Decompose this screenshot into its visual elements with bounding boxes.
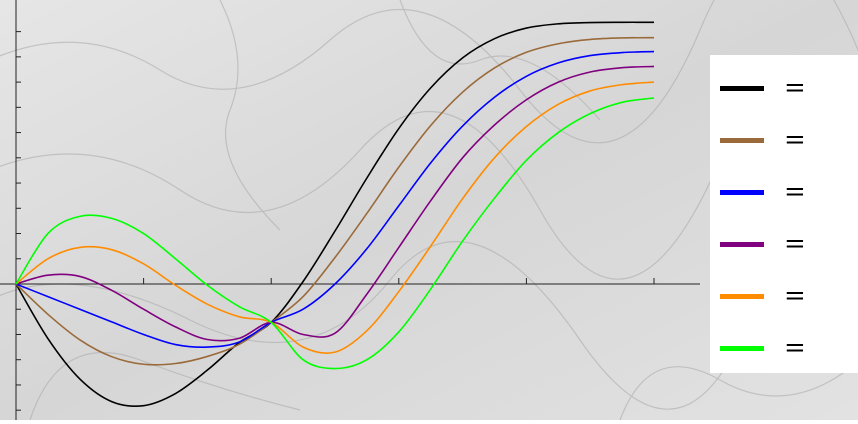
legend-item-1: = xyxy=(710,73,858,103)
legend-equals-sign: = xyxy=(784,281,806,311)
legend-item-3: = xyxy=(710,177,858,207)
legend-swatch xyxy=(720,346,764,351)
legend-equals-sign: = xyxy=(784,125,806,155)
legend-item-4: = xyxy=(710,229,858,259)
series-line-3 xyxy=(15,50,655,348)
axes xyxy=(0,0,700,420)
legend-swatch xyxy=(720,86,764,91)
series-line-5 xyxy=(15,81,655,355)
series-layer xyxy=(15,21,655,408)
legend: = = = = = = xyxy=(710,55,858,373)
legend-equals-sign: = xyxy=(784,229,806,259)
legend-swatch xyxy=(720,138,764,143)
legend-equals-sign: = xyxy=(784,333,806,363)
legend-equals-sign: = xyxy=(784,73,806,103)
legend-item-6: = xyxy=(710,333,858,363)
series-line-6 xyxy=(15,97,655,370)
legend-swatch xyxy=(720,294,764,299)
series-line-4 xyxy=(15,65,655,342)
legend-swatch xyxy=(720,190,764,195)
series-line-2 xyxy=(15,36,655,366)
legend-equals-sign: = xyxy=(784,177,806,207)
legend-swatch xyxy=(720,242,764,247)
legend-item-5: = xyxy=(710,281,858,311)
legend-item-2: = xyxy=(710,125,858,155)
series-line-1 xyxy=(15,21,655,408)
